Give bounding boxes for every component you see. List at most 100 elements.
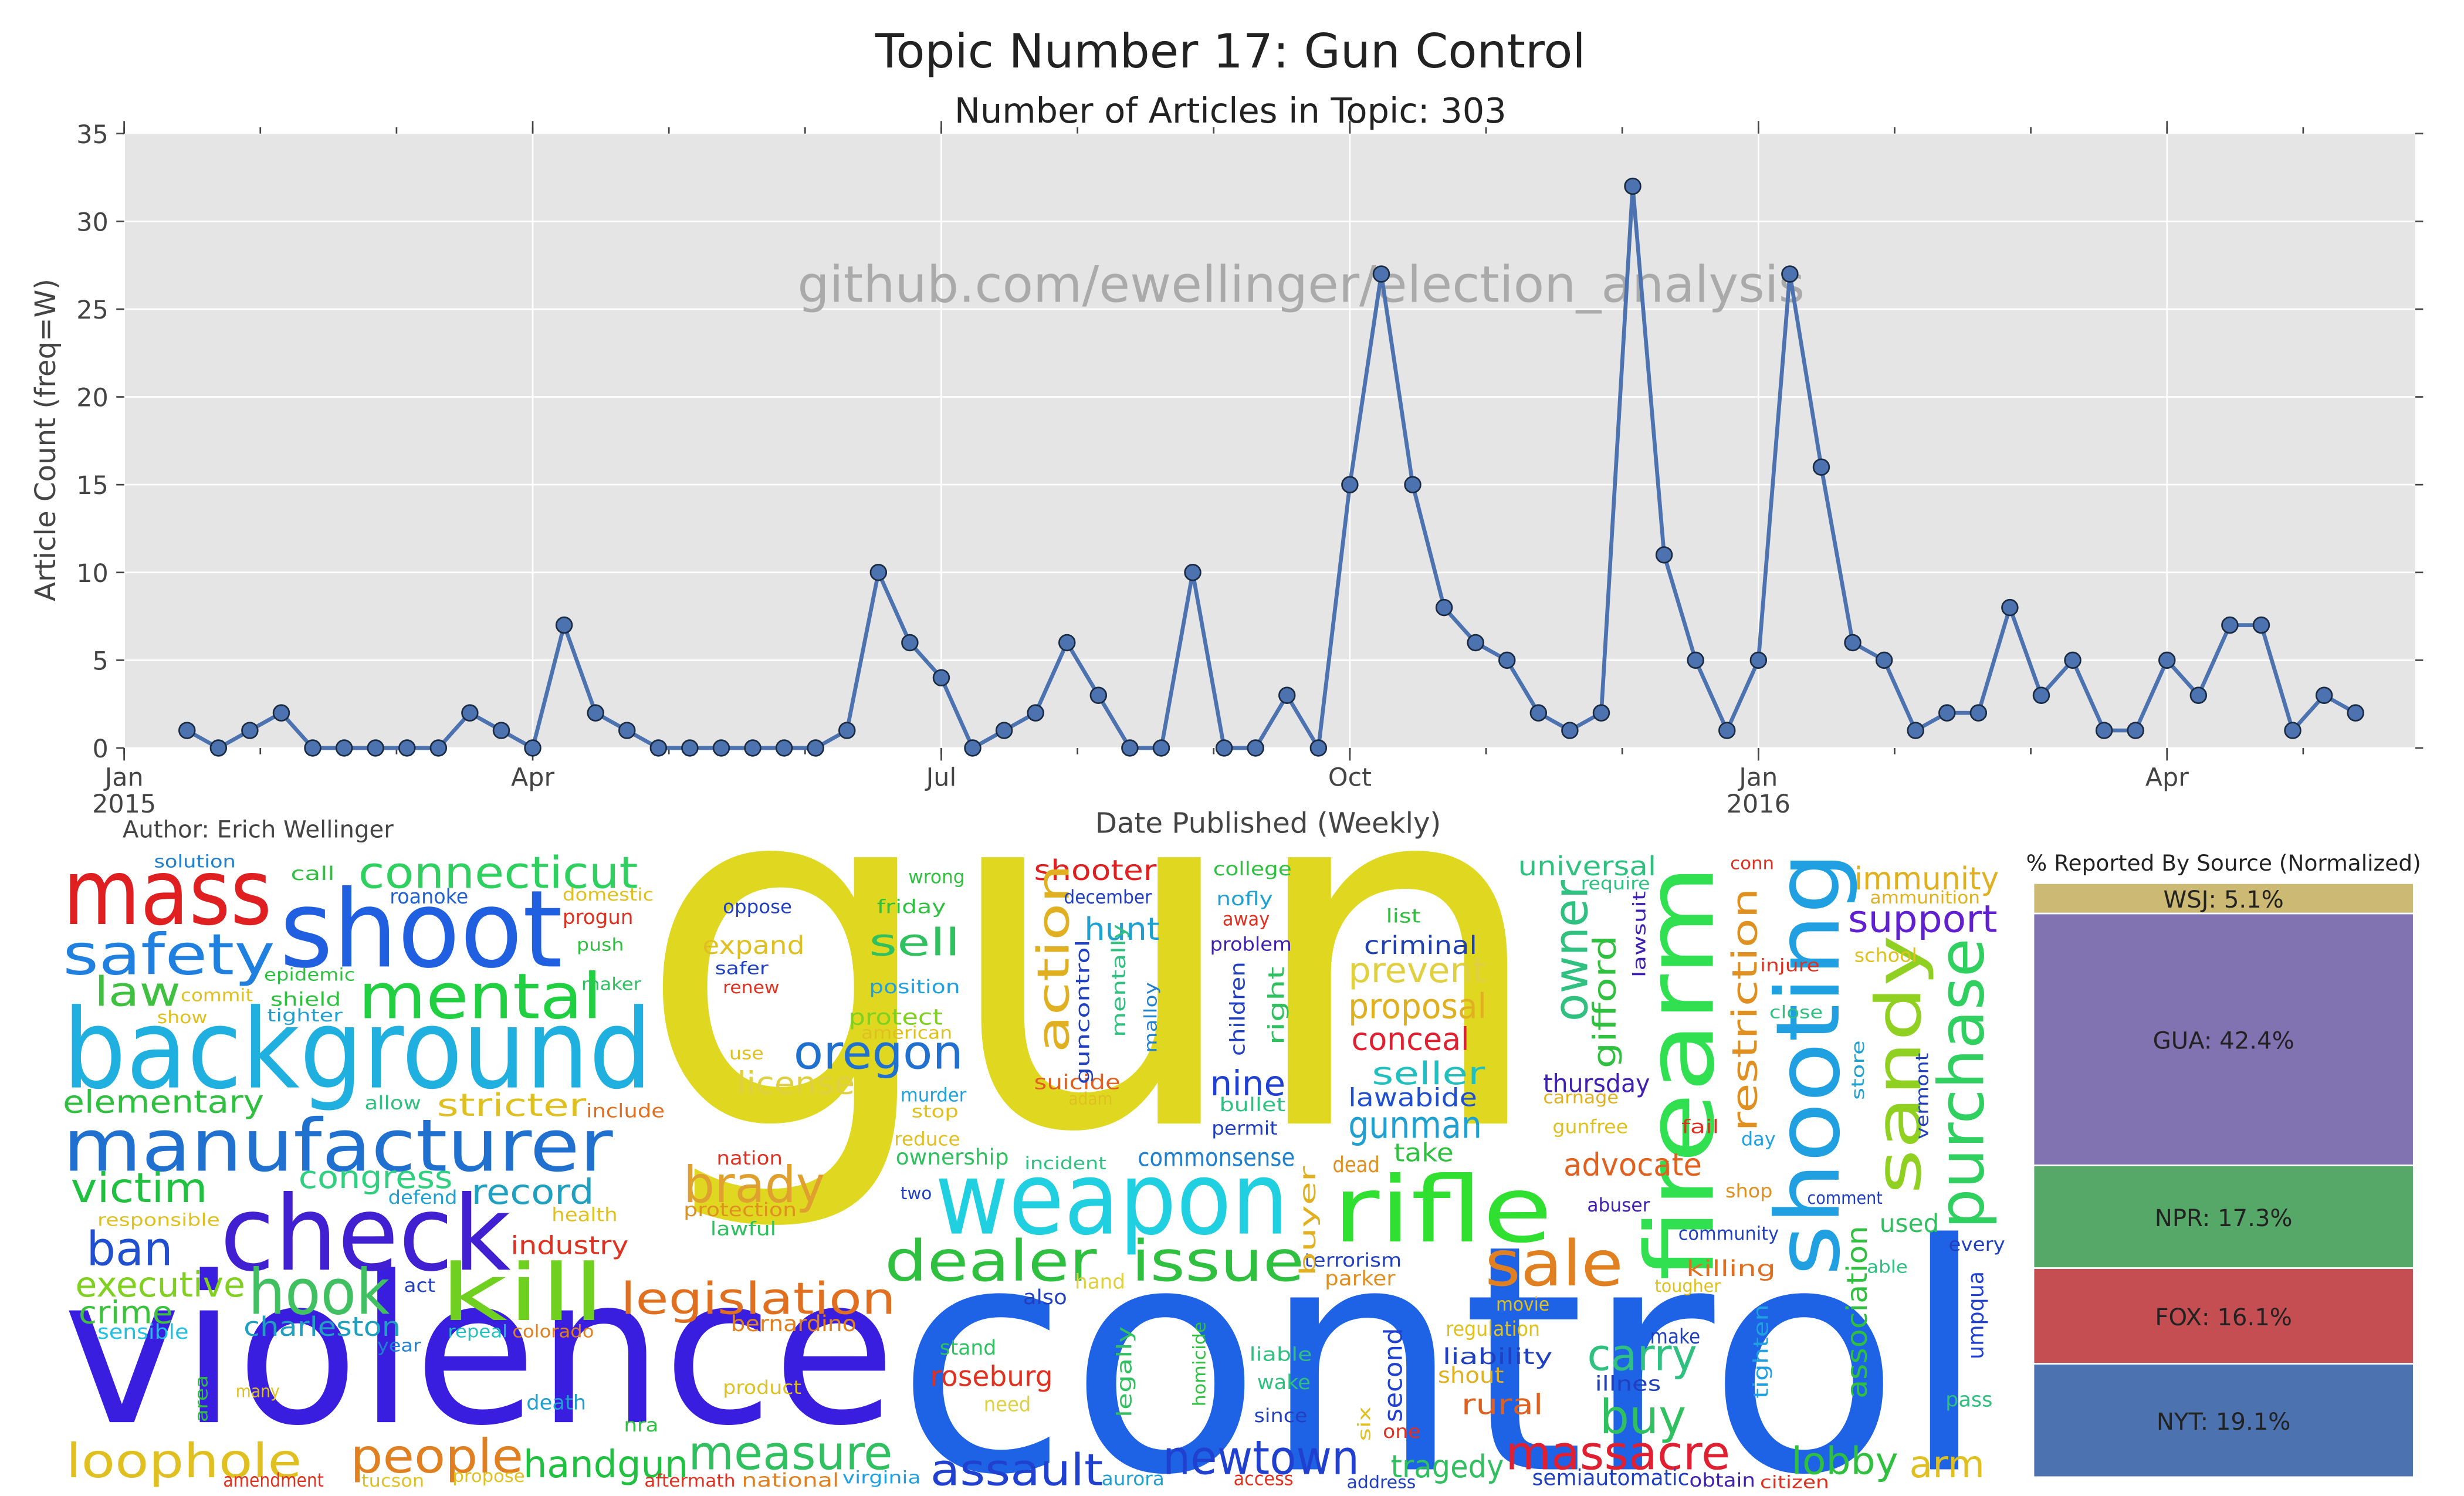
word: problem <box>1210 933 1292 956</box>
word: semiautomatic <box>1532 1464 1690 1490</box>
point <box>1655 546 1673 564</box>
point <box>555 616 573 634</box>
point <box>964 739 981 757</box>
word: legislation <box>621 1272 896 1324</box>
word: need <box>984 1393 1031 1416</box>
word: hand <box>1075 1270 1125 1294</box>
word: right <box>1263 966 1289 1045</box>
point <box>2032 686 2050 704</box>
word: every <box>1948 1233 2005 1255</box>
word: one <box>1383 1420 1420 1443</box>
word: include <box>586 1099 665 1122</box>
word: away <box>1223 908 1270 930</box>
word: license <box>737 1064 855 1101</box>
word: prevent <box>1348 950 1487 990</box>
word: address <box>1347 1473 1416 1492</box>
word: close <box>1769 1003 1823 1023</box>
word: gunman <box>1348 1103 1482 1147</box>
point <box>587 704 604 722</box>
word: violence <box>63 1233 896 1471</box>
point <box>1687 651 1704 669</box>
point <box>1058 634 1076 652</box>
word: sell <box>869 921 960 965</box>
word: death <box>526 1392 586 1415</box>
word: able <box>1867 1257 1908 1277</box>
word: roseburg <box>930 1360 1053 1393</box>
word: wrong <box>908 865 964 888</box>
point <box>901 634 919 652</box>
point <box>1152 739 1170 757</box>
word: loophole <box>66 1433 302 1488</box>
word: industry <box>511 1231 629 1261</box>
word: liability <box>1443 1343 1553 1369</box>
word: ammunition <box>1870 888 1981 908</box>
word: since <box>1254 1404 1308 1427</box>
word: national <box>742 1469 839 1491</box>
word: congress <box>299 1159 453 1196</box>
y-tick-label: 10 <box>76 559 109 588</box>
word: restriction <box>1725 888 1765 1131</box>
word: position <box>869 976 960 998</box>
x-tick-label: Jan 2016 <box>1727 763 1791 819</box>
bar-segment <box>2032 882 2415 915</box>
point <box>2284 722 2301 739</box>
word: control <box>896 1178 1988 1496</box>
word: citizen <box>1760 1473 1829 1492</box>
point <box>712 739 730 757</box>
bar-segment <box>2032 912 2415 1166</box>
word: mental <box>358 961 602 1034</box>
word: regulation <box>1446 1318 1540 1341</box>
point <box>744 739 761 757</box>
point <box>995 722 1013 739</box>
word: product <box>723 1376 801 1399</box>
word: victim <box>71 1165 208 1212</box>
word: elementary <box>63 1083 264 1120</box>
bar-title: % Reported By Source (Normalized) <box>2026 850 2421 876</box>
word: buyer <box>1295 1166 1321 1276</box>
word: use <box>729 1043 764 1063</box>
y-tick-label: 30 <box>76 208 109 237</box>
word: measure <box>688 1425 892 1480</box>
word: handgun <box>523 1443 688 1487</box>
word: roanoke <box>390 885 468 909</box>
word: issue <box>1132 1228 1305 1294</box>
word: act <box>404 1274 435 1297</box>
word: oppose <box>723 895 792 918</box>
point <box>461 704 479 722</box>
word: connecticut <box>358 847 638 898</box>
word: umpqua <box>1962 1271 1988 1359</box>
word: stop <box>912 1101 959 1121</box>
word: require <box>1581 874 1650 893</box>
word: call <box>291 862 335 885</box>
word: check <box>220 1173 511 1294</box>
word: support <box>1848 897 1997 941</box>
point <box>2001 598 2019 617</box>
segment-label: NYT: 19.1% <box>2157 1409 2291 1436</box>
point <box>1561 722 1579 739</box>
point <box>775 739 793 757</box>
word: tragedy <box>1391 1448 1504 1485</box>
word: december <box>1064 886 1152 908</box>
word: permit <box>1211 1117 1278 1139</box>
y-tick-label: 15 <box>76 471 109 500</box>
word: shoot <box>280 867 563 991</box>
word: parker <box>1325 1267 1396 1291</box>
word: amendment <box>223 1469 323 1491</box>
y-tick-label: 5 <box>93 647 109 676</box>
word: malloy <box>1140 982 1160 1053</box>
x-tick-label: Apr <box>511 763 555 792</box>
x-tick-label: Jul <box>925 763 957 792</box>
point <box>1184 564 1201 581</box>
word: nine <box>1210 1063 1286 1104</box>
point <box>1089 686 1108 704</box>
word: lawsuit <box>1629 891 1649 977</box>
word: law <box>94 968 181 1016</box>
word: gun <box>637 671 1548 1238</box>
word: vermont <box>1913 1053 1932 1139</box>
word: criminal <box>1364 931 1477 960</box>
word: murder <box>901 1084 967 1106</box>
word: abuser <box>1587 1194 1650 1216</box>
word: owner <box>1543 879 1598 1021</box>
point <box>1749 651 1768 669</box>
word: weapon <box>935 1141 1289 1258</box>
